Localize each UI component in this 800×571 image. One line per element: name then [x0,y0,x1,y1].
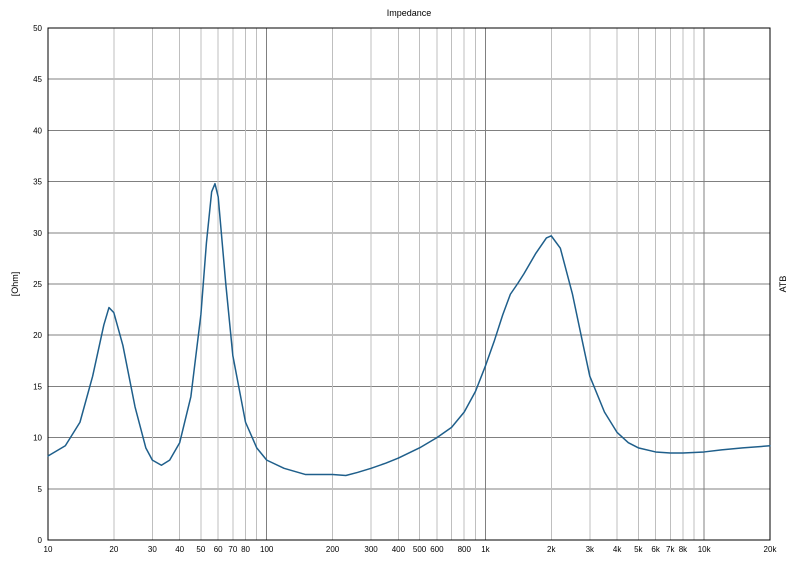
y-tick-label: 15 [33,382,42,391]
y-tick-label: 0 [38,536,43,545]
x-tick-label: 100 [260,545,274,554]
x-tick-label: 50 [196,545,205,554]
x-tick-label: 60 [214,545,223,554]
x-tick-label: 600 [430,545,444,554]
y-tick-label: 10 [33,434,42,443]
x-tick-label: 6k [651,545,660,554]
x-tick-label: 20k [764,545,778,554]
x-tick-label: 2k [547,545,556,554]
x-tick-label: 80 [241,545,250,554]
x-tick-label: 40 [175,545,184,554]
y-tick-label: 25 [33,280,42,289]
y-tick-label: 40 [33,126,42,135]
x-tick-label: 800 [458,545,472,554]
x-tick-label: 400 [392,545,406,554]
x-tick-label: 1k [481,545,490,554]
y-tick-label: 45 [33,75,42,84]
x-tick-label: 20 [109,545,118,554]
x-tick-label: 7k [666,545,675,554]
impedance-chart: 0 5 10 15 20 25 30 35 40 45 50 10 20 30 40 50 60 70 80 100 2… [0,0,800,571]
y-tick-label: 35 [33,178,42,187]
x-tick-label: 4k [613,545,622,554]
y-tick-label: 50 [33,24,42,33]
chart-background [0,0,800,571]
x-tick-label: 8k [679,545,688,554]
x-tick-label: 70 [228,545,237,554]
x-tick-label: 300 [364,545,378,554]
right-label: ATB [778,276,788,293]
x-tick-label: 500 [413,545,427,554]
x-tick-label: 200 [326,545,340,554]
x-tick-label: 10 [44,545,53,554]
y-axis-title: [Ohm] [10,272,20,297]
y-tick-label: 20 [33,331,42,340]
y-tick-label: 30 [33,229,42,238]
x-tick-label: 10k [698,545,712,554]
chart-title: Impedance [387,8,432,18]
x-tick-label: 30 [148,545,157,554]
x-tick-label: 5k [634,545,643,554]
x-tick-label: 3k [586,545,595,554]
y-tick-label: 5 [38,485,43,494]
